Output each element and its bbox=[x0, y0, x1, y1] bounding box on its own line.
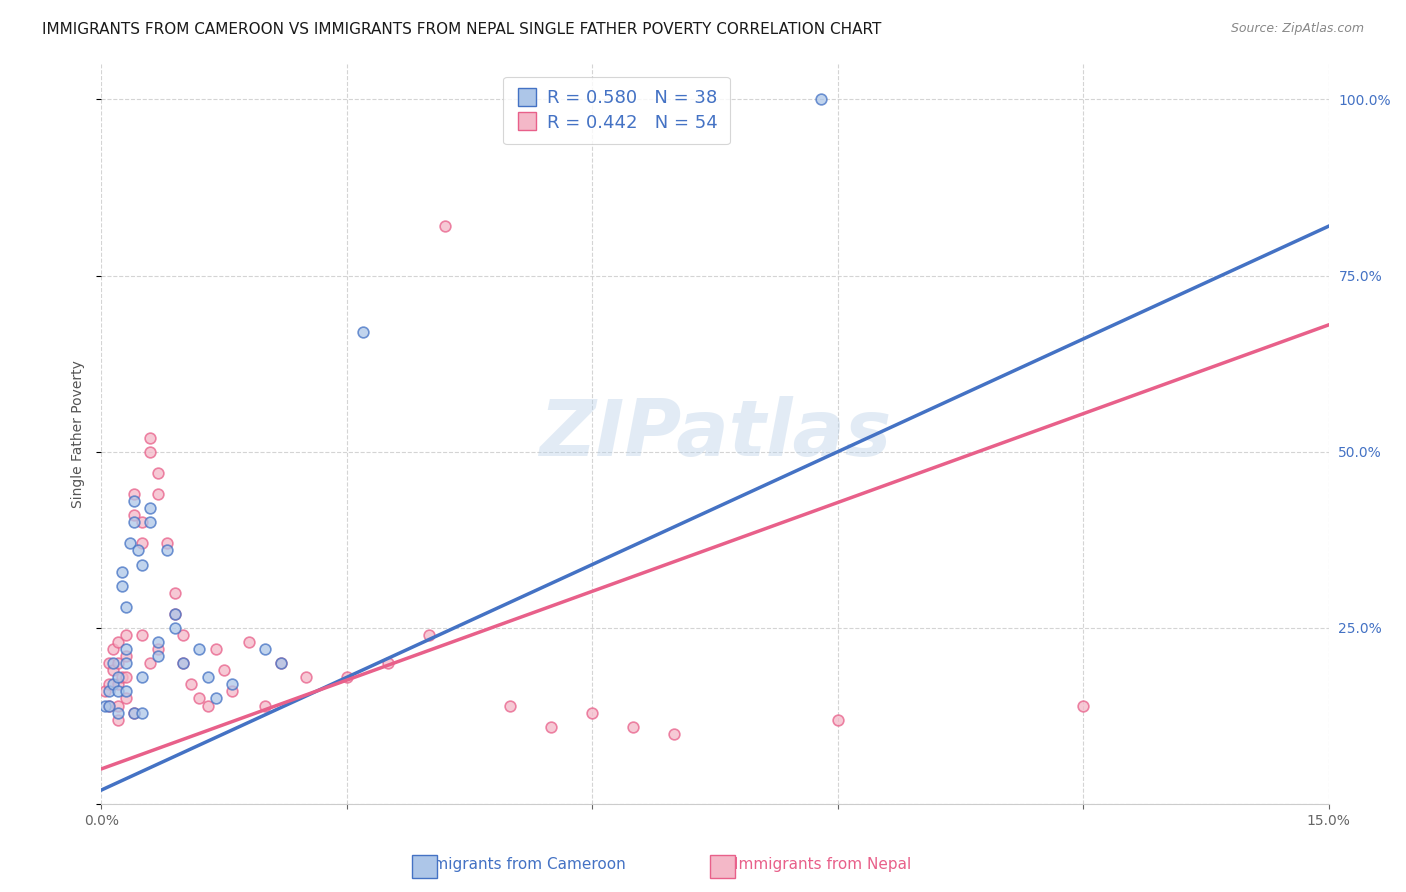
Point bbox=[107, 635, 129, 649]
Point bbox=[139, 657, 162, 671]
Point bbox=[188, 691, 211, 706]
Point bbox=[98, 698, 121, 713]
Point bbox=[131, 706, 153, 720]
Point bbox=[107, 713, 129, 727]
Point bbox=[148, 649, 170, 664]
Point bbox=[221, 677, 243, 691]
Point bbox=[98, 657, 121, 671]
Point bbox=[172, 657, 194, 671]
Point bbox=[107, 684, 129, 698]
Point bbox=[114, 628, 136, 642]
Point bbox=[148, 487, 170, 501]
Point bbox=[197, 698, 219, 713]
Point bbox=[114, 642, 136, 657]
Point bbox=[270, 657, 292, 671]
Point bbox=[111, 565, 134, 579]
Point bbox=[103, 657, 125, 671]
Point bbox=[94, 698, 117, 713]
Point bbox=[127, 543, 149, 558]
Point bbox=[163, 621, 186, 635]
Point bbox=[180, 677, 202, 691]
Point bbox=[294, 670, 316, 684]
Point bbox=[221, 684, 243, 698]
Point bbox=[148, 642, 170, 657]
Point bbox=[662, 727, 685, 741]
Point bbox=[377, 657, 399, 671]
Point bbox=[418, 628, 440, 642]
Point bbox=[107, 670, 129, 684]
Point bbox=[253, 642, 276, 657]
Point bbox=[156, 543, 179, 558]
Point bbox=[131, 628, 153, 642]
Point bbox=[111, 670, 134, 684]
Point bbox=[139, 501, 162, 516]
Legend: R = 0.580   N = 38, R = 0.442   N = 54: R = 0.580 N = 38, R = 0.442 N = 54 bbox=[503, 77, 730, 145]
Text: Source: ZipAtlas.com: Source: ZipAtlas.com bbox=[1230, 22, 1364, 36]
Point bbox=[212, 663, 235, 677]
Point bbox=[122, 515, 145, 529]
Point bbox=[197, 670, 219, 684]
Point bbox=[107, 706, 129, 720]
Point bbox=[98, 698, 121, 713]
Point bbox=[98, 684, 121, 698]
Point bbox=[336, 670, 359, 684]
Text: ZIPatlas: ZIPatlas bbox=[538, 396, 891, 472]
Point bbox=[581, 706, 603, 720]
Point bbox=[540, 720, 562, 734]
Point bbox=[148, 466, 170, 480]
Text: IMMIGRANTS FROM CAMEROON VS IMMIGRANTS FROM NEPAL SINGLE FATHER POVERTY CORRELAT: IMMIGRANTS FROM CAMEROON VS IMMIGRANTS F… bbox=[42, 22, 882, 37]
Point bbox=[122, 508, 145, 523]
Point bbox=[172, 628, 194, 642]
Point bbox=[122, 706, 145, 720]
Point bbox=[827, 713, 849, 727]
Point bbox=[621, 720, 644, 734]
Point bbox=[253, 698, 276, 713]
Point bbox=[114, 599, 136, 614]
Point bbox=[139, 444, 162, 458]
Y-axis label: Single Father Poverty: Single Father Poverty bbox=[72, 360, 86, 508]
Point bbox=[352, 325, 374, 339]
Point bbox=[139, 431, 162, 445]
Point bbox=[433, 219, 456, 234]
Point bbox=[122, 706, 145, 720]
Point bbox=[148, 635, 170, 649]
Point bbox=[103, 663, 125, 677]
Point bbox=[122, 487, 145, 501]
Point bbox=[163, 586, 186, 600]
Point bbox=[204, 642, 226, 657]
Point bbox=[114, 670, 136, 684]
Point bbox=[94, 684, 117, 698]
Point bbox=[238, 635, 260, 649]
Point bbox=[131, 558, 153, 572]
Point bbox=[114, 657, 136, 671]
Point bbox=[810, 92, 832, 106]
Point bbox=[139, 515, 162, 529]
Point bbox=[499, 698, 522, 713]
Point bbox=[114, 691, 136, 706]
Point bbox=[103, 677, 125, 691]
Point bbox=[270, 657, 292, 671]
Point bbox=[107, 657, 129, 671]
Point bbox=[107, 677, 129, 691]
Point bbox=[172, 657, 194, 671]
Point bbox=[103, 642, 125, 657]
Point bbox=[114, 684, 136, 698]
Point bbox=[163, 607, 186, 621]
Point bbox=[114, 649, 136, 664]
Text: Immigrants from Cameroon: Immigrants from Cameroon bbox=[415, 857, 626, 872]
Point bbox=[131, 536, 153, 550]
Point bbox=[131, 670, 153, 684]
Point bbox=[204, 691, 226, 706]
Point bbox=[131, 515, 153, 529]
Point bbox=[118, 536, 141, 550]
Point bbox=[156, 536, 179, 550]
Point bbox=[107, 698, 129, 713]
Point bbox=[163, 607, 186, 621]
Point bbox=[1071, 698, 1094, 713]
Point bbox=[98, 677, 121, 691]
Point bbox=[122, 494, 145, 508]
Point bbox=[111, 579, 134, 593]
Text: Immigrants from Nepal: Immigrants from Nepal bbox=[734, 857, 911, 872]
Point bbox=[188, 642, 211, 657]
